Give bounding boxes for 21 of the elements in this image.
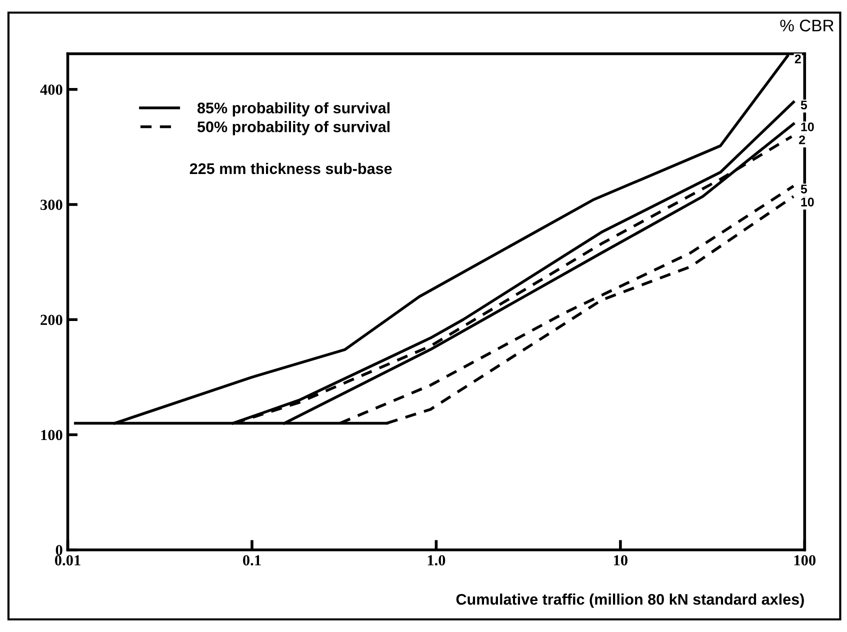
x-tick-label: 0.1 bbox=[243, 555, 261, 566]
x-tick-label: 10 bbox=[614, 555, 628, 566]
x-tick-label: 0.01 bbox=[54, 555, 80, 566]
annotation: 2 bbox=[799, 135, 806, 144]
annotation: 225 mm thickness sub-base bbox=[190, 162, 392, 174]
y-tick-label: 400 bbox=[40, 84, 62, 95]
annotation: 5 bbox=[800, 184, 808, 194]
text: % CBR bbox=[780, 20, 834, 32]
y-tick-label: 300 bbox=[40, 200, 62, 210]
annotation: 2 bbox=[794, 54, 801, 64]
annotation: 10 bbox=[801, 122, 814, 132]
x-axis-title: Cumulative traffic (million 80 kN standard axles) bbox=[456, 594, 804, 608]
y-tick-label: 100 bbox=[41, 430, 62, 440]
legend-label: 50% probability of survival bbox=[197, 121, 390, 136]
y-tick-label: 0 bbox=[56, 544, 62, 556]
x-tick-label: 100 bbox=[794, 555, 816, 566]
x-tick-label: 1.0 bbox=[428, 555, 446, 566]
legend-label: 85% probability of survival bbox=[197, 102, 390, 116]
annotation: 5 bbox=[800, 100, 808, 110]
annotation: 10 bbox=[801, 198, 814, 206]
y-tick-label: 200 bbox=[40, 314, 62, 326]
